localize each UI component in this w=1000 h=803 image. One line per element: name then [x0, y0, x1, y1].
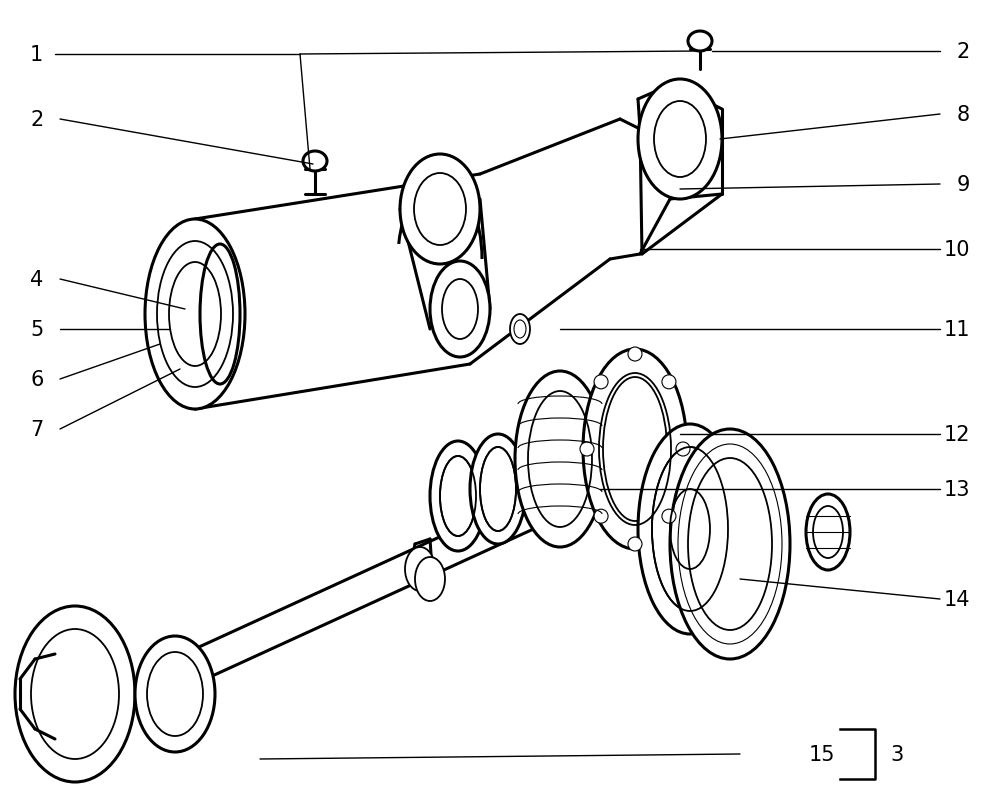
Ellipse shape	[15, 606, 135, 782]
Ellipse shape	[400, 155, 480, 265]
Ellipse shape	[587, 355, 683, 544]
Text: 10: 10	[944, 240, 970, 259]
Ellipse shape	[470, 434, 526, 544]
Ellipse shape	[434, 448, 482, 544]
Ellipse shape	[480, 447, 516, 532]
Text: 14: 14	[944, 589, 970, 609]
Ellipse shape	[638, 80, 722, 200]
Ellipse shape	[474, 439, 522, 540]
Ellipse shape	[510, 315, 530, 344]
Ellipse shape	[662, 510, 676, 524]
Ellipse shape	[676, 442, 690, 456]
Ellipse shape	[652, 447, 728, 611]
Text: 2: 2	[957, 42, 970, 62]
Ellipse shape	[638, 425, 742, 634]
Ellipse shape	[515, 372, 605, 548]
Text: 6: 6	[30, 369, 43, 389]
Text: 1: 1	[30, 45, 43, 65]
Ellipse shape	[415, 557, 445, 601]
Ellipse shape	[594, 510, 608, 524]
Ellipse shape	[583, 349, 687, 549]
Text: 9: 9	[957, 175, 970, 195]
Ellipse shape	[580, 442, 594, 456]
Ellipse shape	[200, 245, 240, 385]
Text: 4: 4	[30, 270, 43, 290]
Ellipse shape	[628, 537, 642, 552]
Ellipse shape	[628, 348, 642, 361]
Ellipse shape	[145, 220, 245, 410]
Ellipse shape	[594, 375, 608, 389]
Ellipse shape	[405, 548, 435, 591]
Ellipse shape	[806, 495, 850, 570]
Ellipse shape	[670, 430, 790, 659]
Ellipse shape	[603, 377, 667, 521]
Text: 11: 11	[944, 320, 970, 340]
Ellipse shape	[430, 442, 486, 552]
Ellipse shape	[640, 427, 740, 631]
Ellipse shape	[440, 456, 476, 536]
Ellipse shape	[135, 636, 215, 752]
Ellipse shape	[662, 375, 676, 389]
Ellipse shape	[303, 152, 327, 172]
Text: 8: 8	[957, 105, 970, 124]
Text: 5: 5	[30, 320, 43, 340]
Text: 13: 13	[944, 479, 970, 499]
Text: 3: 3	[890, 744, 903, 764]
Text: 12: 12	[944, 425, 970, 444]
Text: 7: 7	[30, 419, 43, 439]
Text: 2: 2	[30, 110, 43, 130]
Ellipse shape	[688, 32, 712, 52]
Ellipse shape	[430, 262, 490, 357]
Text: 15: 15	[808, 744, 835, 764]
